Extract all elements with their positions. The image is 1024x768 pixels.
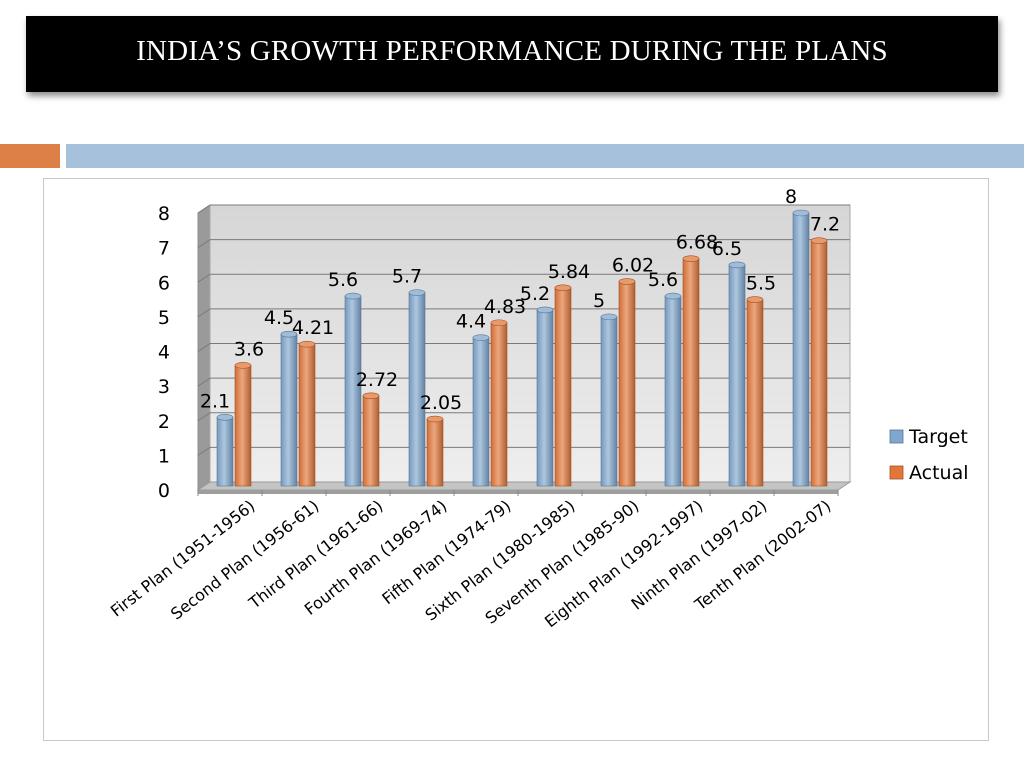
- data-label-actual: 4.21: [292, 317, 334, 339]
- bar-target: [600, 316, 618, 487]
- bar-target-cap: [472, 334, 490, 341]
- bar-actual-cap: [810, 237, 828, 244]
- data-label-target: 5.7: [392, 266, 422, 288]
- data-label-actual: 6.68: [676, 232, 718, 254]
- data-label-actual: 3.6: [234, 338, 264, 360]
- gridline-side: [197, 204, 211, 214]
- y-tick-label: 7: [158, 238, 170, 260]
- bar-actual-cap: [234, 362, 252, 369]
- data-label-actual: 7.2: [810, 214, 840, 236]
- gridline-side: [197, 377, 211, 387]
- slide-title: INDIA’S GROWTH PERFORMANCE DURING THE PL…: [136, 34, 888, 67]
- data-label-actual: 5.84: [548, 261, 590, 283]
- y-tick-label: 2: [158, 411, 170, 433]
- data-label-actual: 5.5: [746, 273, 776, 295]
- legend-swatch-actual: [889, 465, 904, 480]
- legend-label-actual: Actual: [909, 462, 969, 484]
- bar-actual-cap: [618, 278, 636, 285]
- bar-actual: [682, 258, 700, 487]
- bar-target: [664, 295, 682, 487]
- data-label-target: 5.6: [648, 269, 678, 291]
- y-tick-label: 4: [158, 342, 170, 364]
- y-tick-label: 1: [158, 445, 170, 467]
- bar-target-cap: [664, 292, 682, 300]
- bar-target-cap: [536, 306, 554, 314]
- legend-label-target: Target: [908, 426, 968, 448]
- data-label-target: 4.4: [456, 311, 486, 333]
- gridline-side: [197, 343, 211, 352]
- bar-target: [536, 309, 554, 487]
- bar-target-cap: [728, 261, 746, 269]
- bar-target: [344, 295, 362, 487]
- bar-target-cap: [408, 289, 426, 296]
- bar-actual-cap: [682, 255, 700, 263]
- bar-actual: [298, 343, 316, 487]
- gridline-side: [197, 308, 211, 318]
- bar-actual-cap: [362, 392, 380, 400]
- bar-actual: [362, 395, 380, 487]
- gridline-side: [197, 446, 211, 456]
- accent-bar-orange: [0, 144, 60, 168]
- y-tick-label: 6: [158, 272, 170, 294]
- bar-target: [472, 337, 490, 487]
- data-label-actual: 4.83: [484, 296, 526, 318]
- accent-bar-blue: [66, 144, 1024, 168]
- gridline-side: [197, 273, 211, 283]
- data-label-target: 2.1: [200, 390, 230, 412]
- bar-target-cap: [280, 330, 298, 338]
- gridline-side: [197, 412, 211, 422]
- bar-target: [408, 292, 426, 487]
- data-label-target: 8: [785, 186, 797, 208]
- bar-actual-cap: [298, 340, 316, 348]
- data-label-target: 6.5: [712, 238, 742, 260]
- bar-actual: [810, 240, 828, 487]
- bar-actual: [746, 299, 764, 487]
- data-label-actual: 2.05: [420, 392, 462, 414]
- bar-target-cap: [600, 313, 618, 321]
- bar-actual: [426, 418, 444, 487]
- data-label-target: 4.5: [264, 307, 294, 329]
- bar-actual-cap: [746, 296, 764, 303]
- data-label-target: 5: [593, 290, 605, 312]
- bar-actual: [554, 287, 572, 487]
- bar-target-cap: [792, 209, 810, 217]
- y-tick-label: 0: [158, 480, 170, 502]
- data-label-target: 5.6: [328, 269, 358, 291]
- bar-target: [728, 264, 746, 487]
- data-label-actual: 2.72: [356, 369, 398, 391]
- bar-actual: [234, 365, 252, 487]
- y-tick-label: 8: [158, 203, 170, 225]
- bar-target: [792, 212, 810, 487]
- bar-target-cap: [216, 413, 234, 421]
- bar-actual: [618, 281, 636, 487]
- title-bar: INDIA’S GROWTH PERFORMANCE DURING THE PL…: [26, 16, 998, 92]
- bar-target-cap: [344, 292, 362, 300]
- y-tick-label: 3: [158, 376, 170, 398]
- bar-actual-cap: [426, 415, 444, 423]
- bar-target: [216, 416, 234, 487]
- y-tick-label: 5: [158, 307, 170, 329]
- bar-target: [280, 333, 298, 487]
- data-label-actual: 6.02: [612, 255, 654, 277]
- bar-actual-cap: [490, 319, 508, 327]
- bar-actual: [490, 322, 508, 487]
- legend-swatch-target: [889, 429, 904, 444]
- gridline-side: [197, 239, 211, 249]
- data-label-target: 5.2: [520, 283, 550, 305]
- bar-actual-cap: [554, 284, 572, 292]
